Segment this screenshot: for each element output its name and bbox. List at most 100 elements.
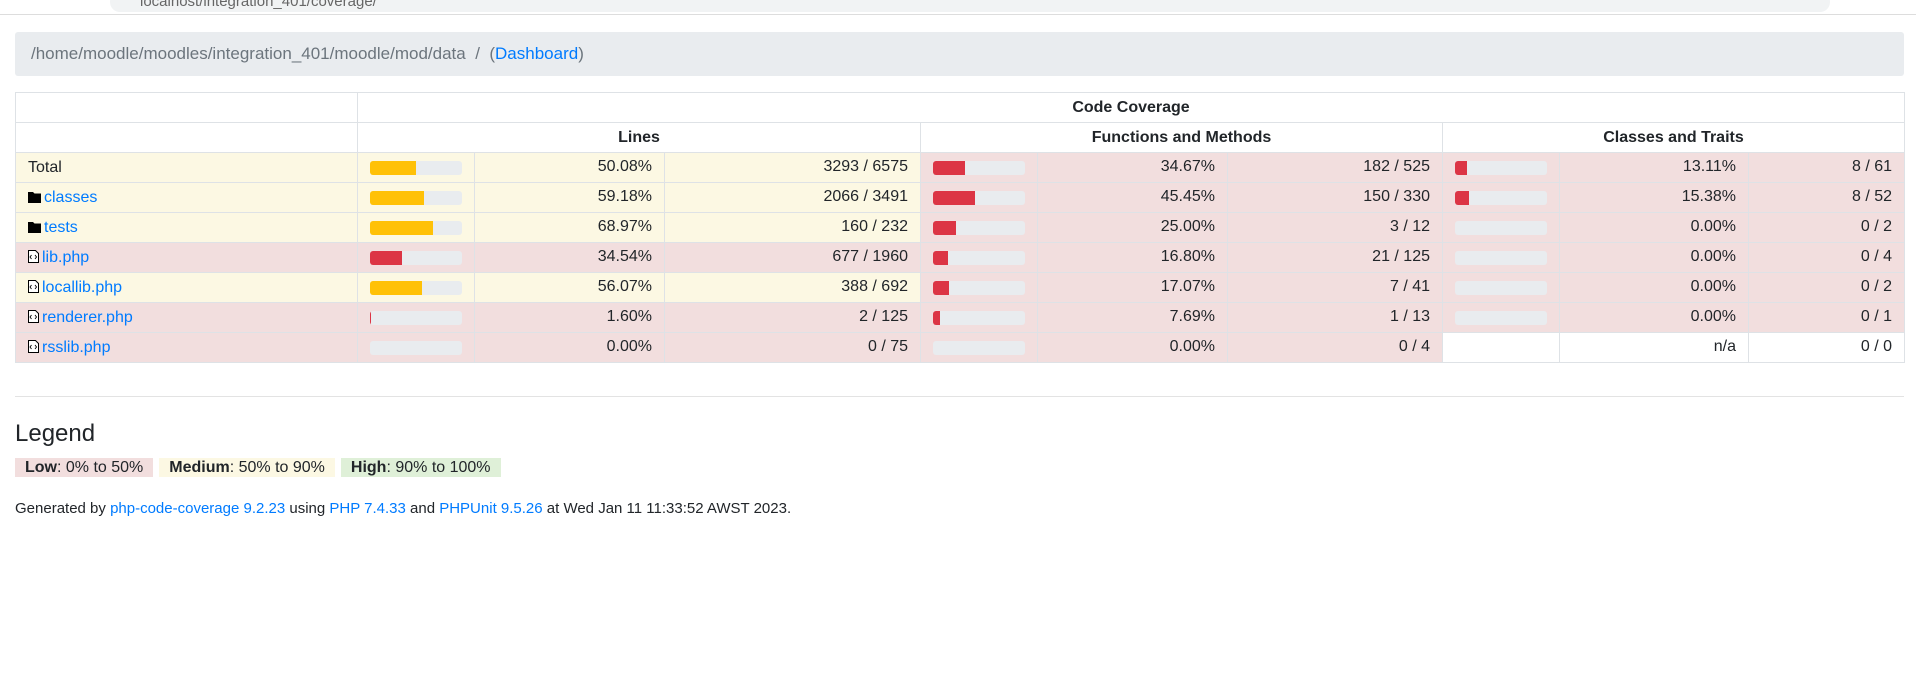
bar-cell	[920, 302, 1038, 333]
footer-link[interactable]: php-code-coverage 9.2.23	[110, 500, 286, 517]
group-header: Functions and Methods	[920, 122, 1443, 153]
progress-track	[1455, 310, 1547, 325]
percent-cell: 1.60%	[474, 302, 665, 333]
footer-text: at Wed Jan 11 11:33:52 AWST 2023.	[542, 500, 792, 517]
percent-cell: 50.08%	[474, 152, 665, 183]
percent-cell: 15.38%	[1559, 182, 1749, 213]
bar-cell	[920, 152, 1038, 183]
progress-bar	[370, 160, 417, 175]
percent-cell: 0.00%	[1559, 302, 1749, 333]
percent-cell: 16.80%	[1037, 242, 1228, 273]
legend-name: Low	[25, 459, 57, 476]
percent-cell: 25.00%	[1037, 212, 1228, 243]
ratio-cell: 21 / 125	[1227, 242, 1443, 273]
footer-link[interactable]: PHPUnit 9.5.26	[439, 500, 543, 517]
header-blank	[15, 92, 358, 123]
bar-cell	[357, 182, 475, 213]
coverage-row: renderer.php 1.60% 2 / 125 7.69% 1 / 13 0.00%…	[15, 302, 1905, 333]
percent-cell: 7.69%	[1037, 302, 1228, 333]
progress-track	[370, 190, 462, 205]
name-cell: lib.php	[15, 242, 358, 273]
group-header: Lines	[357, 122, 921, 153]
bar-cell	[920, 242, 1038, 273]
progress-track	[370, 160, 462, 175]
progress-bar	[370, 280, 422, 295]
ratio-cell: 150 / 330	[1227, 182, 1443, 213]
footer: Generated by php-code-coverage 9.2.23 us…	[15, 500, 791, 517]
ratio-cell: 0 / 4	[1227, 332, 1443, 363]
percent-cell: 0.00%	[474, 332, 665, 363]
bar-cell	[920, 212, 1038, 243]
progress-bar	[1455, 190, 1470, 205]
footer-text: and	[405, 500, 440, 517]
bar-cell	[1442, 242, 1560, 273]
name-cell: renderer.php	[15, 302, 358, 333]
ratio-cell: 3293 / 6575	[664, 152, 921, 183]
ratio-cell: 160 / 232	[664, 212, 921, 243]
coverage-table: Code Coverage Lines Functions and Methods C…	[15, 92, 1905, 363]
ratio-cell: 677 / 1960	[664, 242, 921, 273]
ratio-cell: 2066 / 3491	[664, 182, 921, 213]
percent-cell: 59.18%	[474, 182, 665, 213]
row-link[interactable]: renderer.php	[42, 308, 133, 326]
legend-item: Low: 0% to 50%	[15, 458, 154, 477]
bar-cell	[1442, 182, 1560, 213]
progress-track	[1455, 160, 1547, 175]
progress-bar	[370, 220, 434, 235]
progress-track	[1455, 280, 1547, 295]
progress-track	[370, 220, 462, 235]
percent-cell: 34.67%	[1037, 152, 1228, 183]
ratio-cell: 8 / 52	[1748, 182, 1905, 213]
row-link[interactable]: locallib.php	[42, 278, 123, 296]
address-bar[interactable]: localhost/integration_401/coverage/	[110, 0, 1830, 12]
footer-text: Generated by	[15, 500, 111, 517]
legend-item: High: 90% to 100%	[340, 458, 501, 477]
legend-item: Medium: 50% to 90%	[159, 458, 335, 477]
percent-cell: 34.54%	[474, 242, 665, 273]
progress-track	[1455, 250, 1547, 265]
legend-name: High	[350, 459, 387, 476]
ratio-cell: 3 / 12	[1227, 212, 1443, 243]
progress-track	[933, 190, 1025, 205]
progress-bar	[933, 190, 975, 205]
bar-cell	[357, 212, 475, 243]
row-link[interactable]: classes	[44, 188, 98, 206]
bar-cell	[920, 182, 1038, 213]
progress-track	[370, 310, 462, 325]
header-row: Lines Functions and Methods Classes and Tr…	[15, 122, 1905, 153]
ratio-cell: 0 / 0	[1748, 332, 1905, 363]
row-link[interactable]: tests	[44, 218, 78, 236]
divider	[15, 396, 1904, 397]
progress-track	[933, 280, 1025, 295]
ratio-cell: 0 / 2	[1748, 272, 1905, 303]
browser-bar: localhost/integration_401/coverage/	[0, 0, 1916, 15]
header-blank	[15, 122, 358, 153]
legend-range: : 50% to 90%	[229, 459, 325, 476]
ratio-cell: 182 / 525	[1227, 152, 1443, 183]
progress-track	[933, 340, 1025, 355]
group-header: Classes and Traits	[1442, 122, 1905, 153]
row-link[interactable]: rsslib.php	[42, 338, 111, 356]
percent-cell: 56.07%	[474, 272, 665, 303]
legend-range: : 0% to 50%	[57, 459, 144, 476]
path: /home/moodle/moodles/integration_401/moo…	[31, 44, 466, 63]
progress-bar	[370, 190, 425, 205]
row-link[interactable]: lib.php	[42, 248, 90, 266]
bar-cell	[1442, 212, 1560, 243]
bar-cell	[357, 302, 475, 333]
name-cell: tests	[15, 212, 358, 243]
ratio-cell: 0 / 1	[1748, 302, 1905, 333]
footer-text: using	[285, 500, 330, 517]
bar-cell	[1442, 152, 1560, 183]
dashboard-link[interactable]: Dashboard	[495, 44, 579, 63]
ratio-cell: 388 / 692	[664, 272, 921, 303]
percent-cell: 0.00%	[1559, 242, 1749, 273]
legend: Low: 0% to 50% Medium: 50% to 90% High: 90…	[15, 458, 507, 477]
footer-link[interactable]: PHP 7.4.33	[329, 500, 406, 517]
ratio-cell: 1 / 13	[1227, 302, 1443, 333]
progress-bar	[933, 220, 956, 235]
progress-track	[933, 310, 1025, 325]
progress-bar	[933, 250, 949, 265]
bar-cell	[920, 332, 1038, 363]
